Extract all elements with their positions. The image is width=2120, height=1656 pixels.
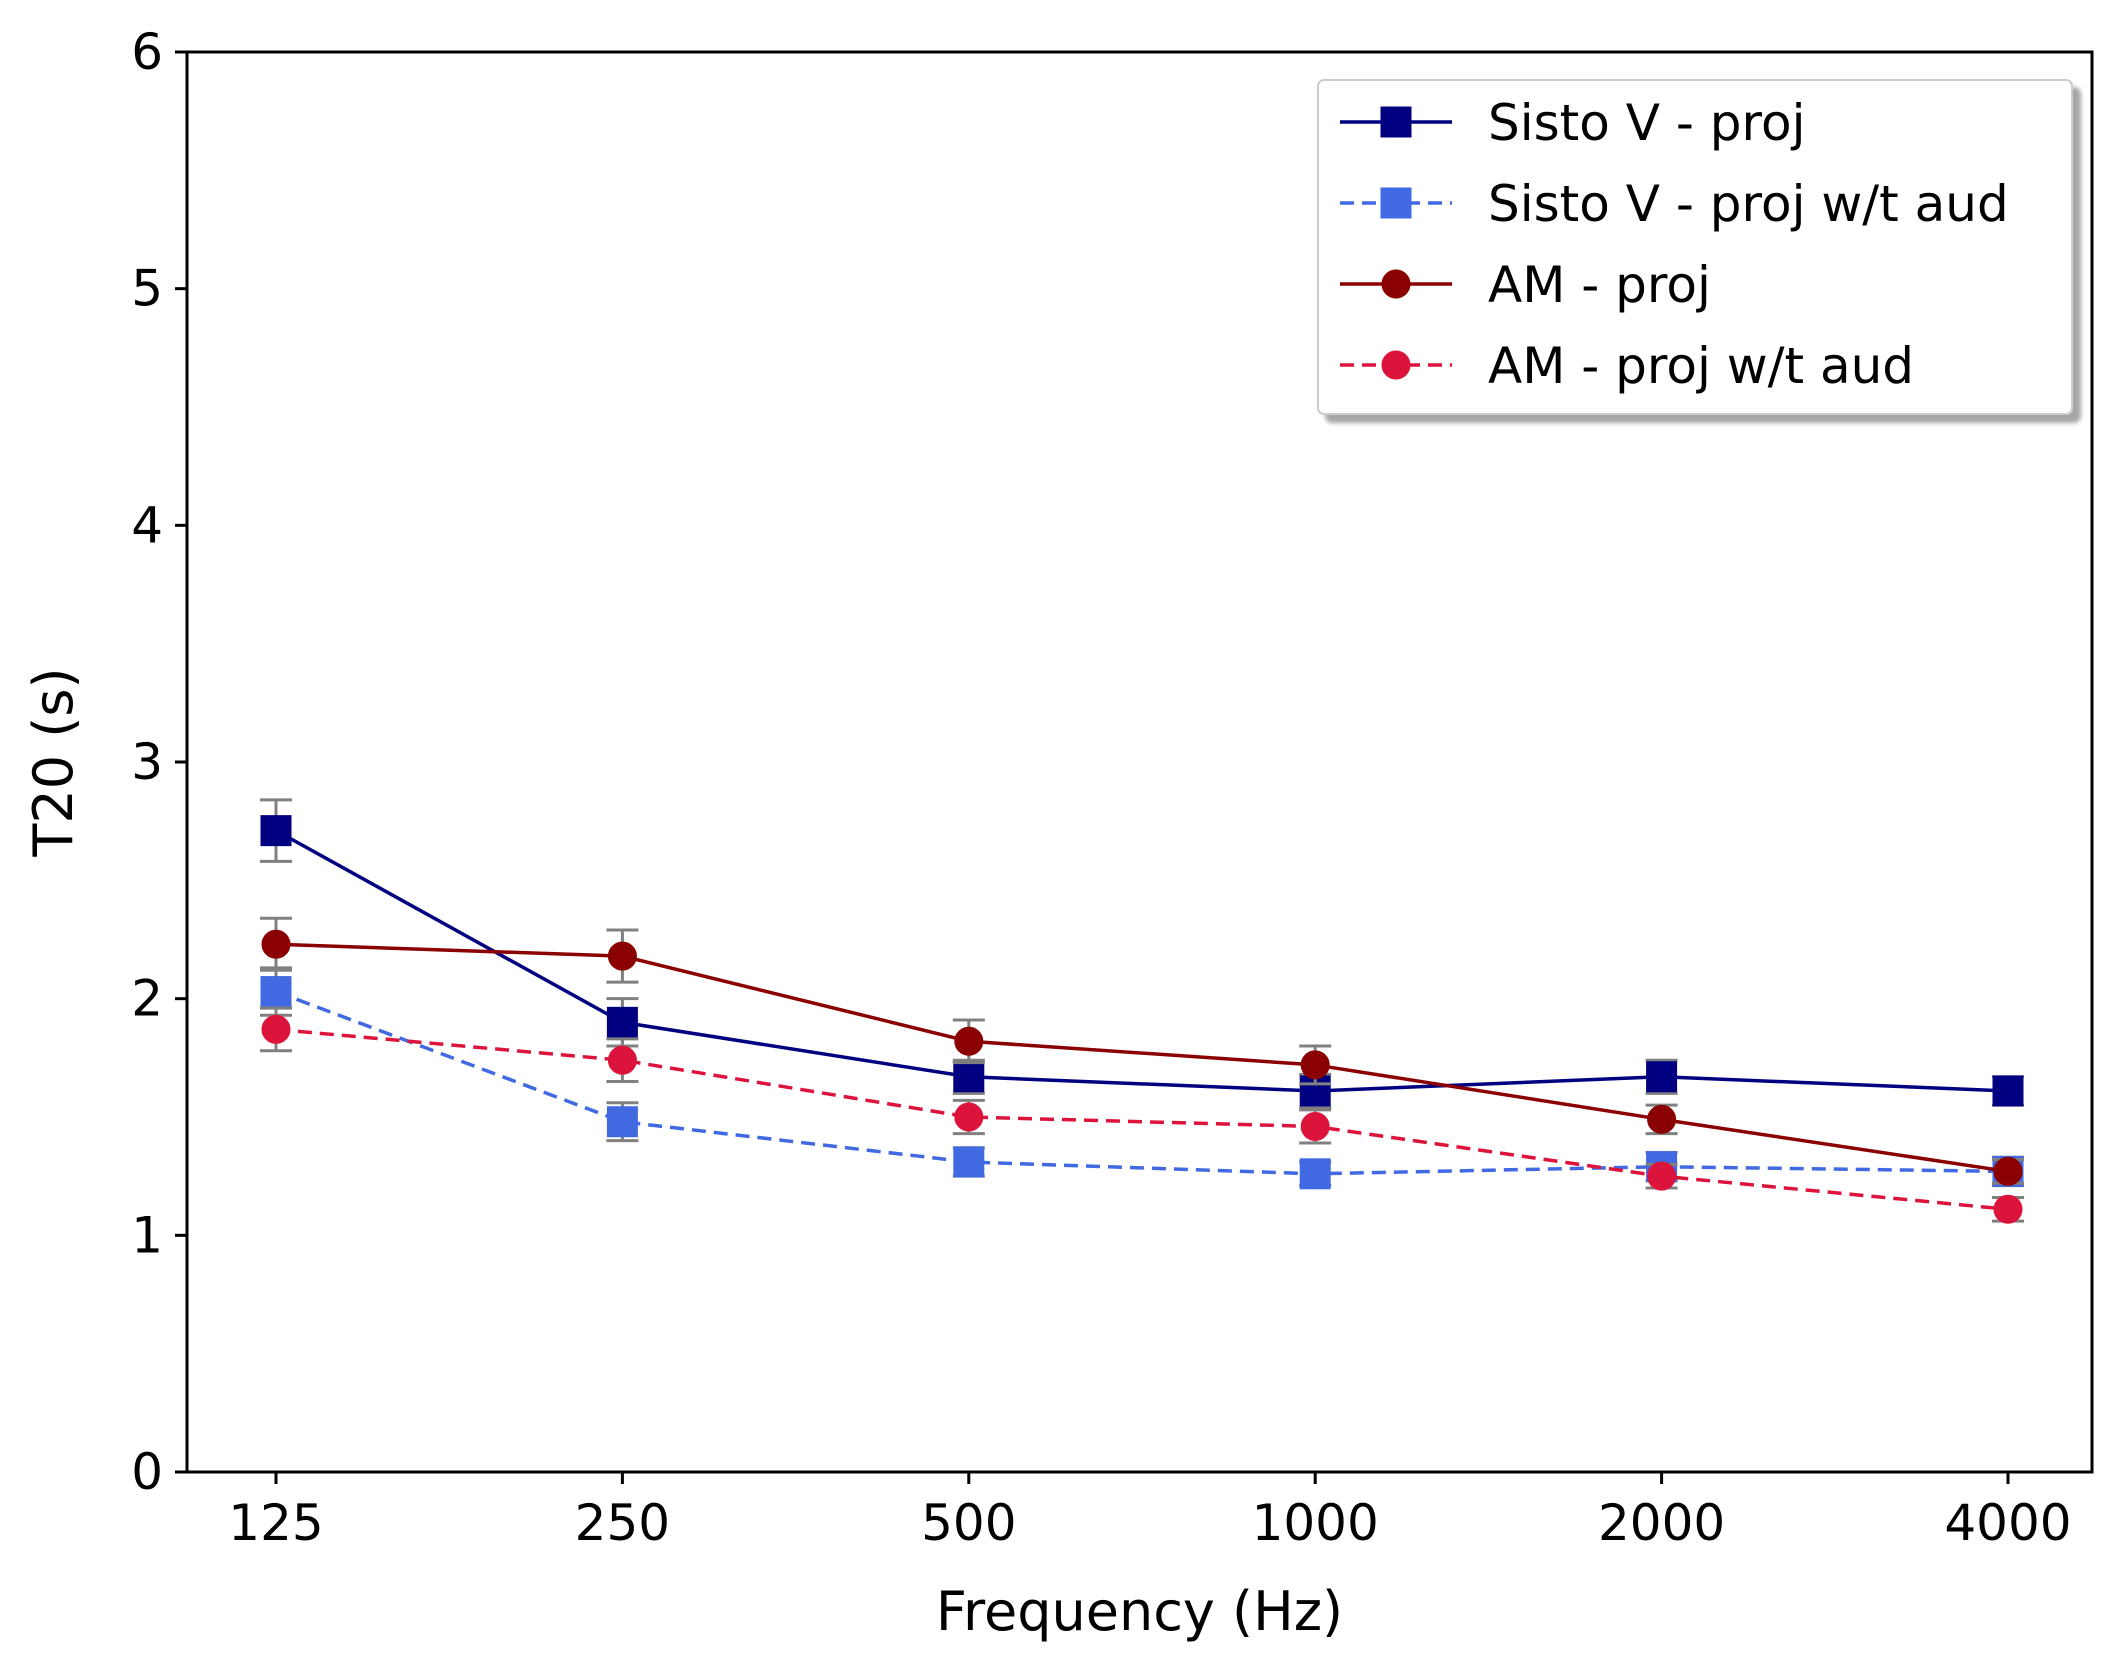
- legend-label: Sisto V - proj: [1488, 94, 1805, 152]
- x-axis-title: Frequency (Hz): [936, 1580, 1343, 1643]
- legend-label: AM - proj w/t aud: [1488, 337, 1914, 395]
- data-point: [953, 1061, 985, 1093]
- legend-entry-3: AM - proj: [1340, 256, 1711, 314]
- legend-label: AM - proj: [1488, 256, 1711, 314]
- legend-marker: [1381, 269, 1411, 299]
- legend-marker: [1380, 187, 1412, 219]
- series-line: [275, 942, 2009, 1174]
- data-point: [1647, 1161, 1677, 1191]
- y-tick-label: 4: [131, 496, 163, 554]
- data-point: [606, 1006, 638, 1038]
- data-point: [607, 1045, 637, 1075]
- x-tick-label: 2000: [1598, 1494, 1725, 1552]
- y-tick-label: 5: [131, 260, 163, 318]
- y-tick-label: 1: [131, 1206, 163, 1264]
- plot-area: [260, 798, 2024, 1224]
- data-point: [954, 1026, 984, 1056]
- data-point: [261, 1014, 291, 1044]
- data-point: [260, 976, 292, 1008]
- data-point: [953, 1146, 985, 1178]
- data-point: [261, 929, 291, 959]
- legend-entry-4: AM - proj w/t aud: [1340, 337, 1914, 395]
- x-tick-label: 4000: [1944, 1494, 2071, 1552]
- legend: Sisto V - proj Sisto V - proj w/t aud AM -…: [1317, 79, 2073, 415]
- series-line: [275, 1027, 2009, 1212]
- axes: 0 1 2 3 4 5 6 125 250 500 1000 2000 4000: [131, 23, 2094, 1552]
- data-point: [606, 1106, 638, 1138]
- data-point: [954, 1102, 984, 1132]
- data-point: [1299, 1158, 1331, 1190]
- x-tick-label: 1000: [1252, 1494, 1379, 1552]
- series-3: [260, 916, 2024, 1186]
- data-point: [1993, 1194, 2023, 1224]
- series-line: [275, 829, 2009, 1093]
- data-point: [1646, 1061, 1678, 1093]
- y-tick-label: 0: [131, 1443, 163, 1501]
- y-axis-title: T20 (s): [22, 667, 85, 857]
- x-tick-label: 125: [228, 1494, 323, 1552]
- x-tick-label: 250: [575, 1494, 670, 1552]
- legend-marker: [1380, 106, 1412, 138]
- y-tick-label: 3: [131, 733, 163, 791]
- series-4: [260, 1006, 2024, 1224]
- data-point: [1993, 1156, 2023, 1186]
- legend-entry-1: Sisto V - proj: [1340, 94, 1805, 152]
- x-tick-label: 500: [921, 1494, 1016, 1552]
- y-tick-label: 6: [131, 23, 163, 81]
- data-point: [607, 941, 637, 971]
- legend-label: Sisto V - proj w/t aud: [1488, 175, 2009, 233]
- y-tick-label: 2: [131, 970, 163, 1028]
- legend-box: [1317, 79, 2073, 415]
- data-point: [1647, 1104, 1677, 1134]
- series-1: [260, 798, 2024, 1110]
- data-point: [260, 815, 292, 847]
- legend-marker: [1381, 350, 1411, 380]
- data-point: [1992, 1075, 2024, 1107]
- data-point: [1300, 1050, 1330, 1080]
- data-point: [1300, 1111, 1330, 1141]
- series-line: [275, 989, 2009, 1176]
- legend-entry-2: Sisto V - proj w/t aud: [1340, 175, 2009, 233]
